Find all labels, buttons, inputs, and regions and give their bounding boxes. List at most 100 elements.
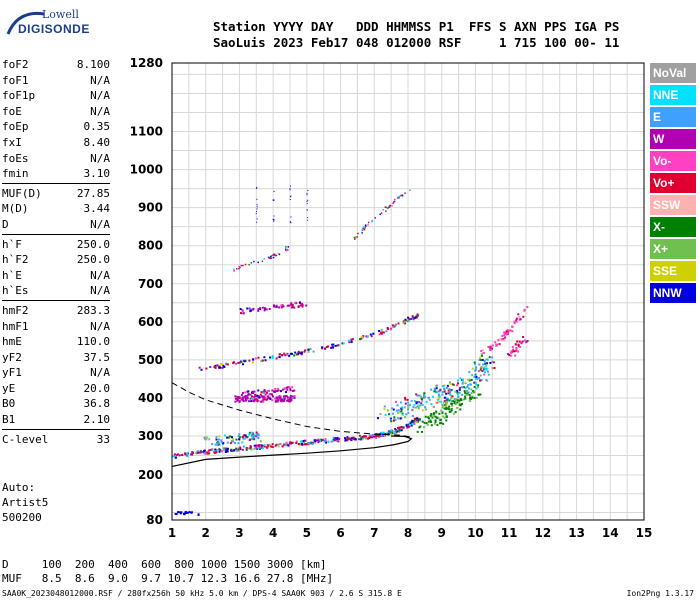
- param-row: MUF(D) 27.85: [2, 186, 110, 202]
- echo-point: [271, 443, 274, 446]
- echo-point: [337, 440, 340, 443]
- echo-point: [253, 260, 255, 263]
- echo-point: [475, 376, 478, 379]
- echo-point: [258, 447, 261, 450]
- echo-point: [267, 389, 270, 392]
- echo-point: [486, 367, 489, 370]
- echo-point: [517, 350, 520, 353]
- echo-point: [401, 194, 404, 197]
- echo-point: [514, 343, 517, 346]
- param-key: D: [2, 217, 9, 231]
- echo-point: [513, 350, 516, 353]
- echo-point: [483, 371, 486, 374]
- echo-point: [405, 425, 408, 428]
- echo-point: [490, 345, 493, 348]
- echo-point: [450, 397, 453, 400]
- echo-point: [404, 192, 406, 194]
- echo-point: [344, 437, 347, 440]
- echo-point: [448, 388, 451, 391]
- echo-point: [285, 249, 287, 252]
- echo-point: [242, 363, 245, 366]
- echo-point: [371, 220, 373, 223]
- echo-point: [393, 430, 396, 433]
- echo-point: [475, 387, 478, 390]
- echo-point: [471, 367, 474, 370]
- echo-point: [263, 389, 266, 392]
- echo-point: [250, 400, 253, 403]
- legend-item: SSW: [650, 195, 696, 215]
- echo-point: [350, 341, 353, 344]
- echo-point: [388, 430, 391, 433]
- echo-point: [407, 401, 410, 404]
- echo-point: [253, 390, 256, 393]
- echo-point: [245, 448, 248, 451]
- param-row: yF1 N/A: [2, 365, 110, 381]
- echo-point: [394, 418, 397, 421]
- echo-point: [481, 358, 484, 361]
- legend-item: X+: [650, 239, 696, 259]
- echo-point: [504, 331, 507, 334]
- param-value: N/A: [90, 104, 110, 118]
- echo-point: [324, 437, 327, 440]
- echo-point: [356, 236, 359, 238]
- echo-point: [278, 353, 281, 356]
- echo-point: [246, 436, 249, 439]
- echo-point: [327, 345, 330, 348]
- param-row: foF1p N/A: [2, 88, 110, 104]
- echo-point: [230, 448, 233, 451]
- echo-point: [254, 393, 257, 396]
- echo-point: [380, 431, 383, 434]
- echo-point: [374, 435, 377, 438]
- echo-point: [280, 390, 283, 393]
- echo-point: [257, 434, 260, 437]
- echo-point: [247, 393, 250, 396]
- echo-point: [440, 409, 443, 412]
- echo-point: [215, 438, 218, 441]
- echo-point: [441, 391, 444, 394]
- echo-point: [251, 431, 254, 434]
- echo-point: [421, 400, 424, 403]
- echo-point: [473, 390, 476, 393]
- echo-point: [502, 334, 505, 337]
- echo-point: [491, 356, 494, 359]
- echo-point: [511, 345, 514, 348]
- x-tick-label: 3: [235, 526, 243, 540]
- plot-frame: [171, 62, 645, 521]
- echo-point: [226, 363, 229, 366]
- echo-point: [425, 422, 428, 425]
- echo-point: [283, 352, 286, 355]
- param-row: B0 36.8: [2, 396, 110, 412]
- echo-point: [254, 446, 257, 449]
- echo-point: [447, 389, 450, 392]
- echo-point: [243, 360, 246, 363]
- echo-point: [503, 339, 506, 342]
- echo-point: [277, 252, 279, 255]
- param-row: foF1 N/A: [2, 73, 110, 89]
- param-row: D N/A: [2, 217, 110, 233]
- echo-point: [396, 404, 399, 407]
- echo-point: [178, 454, 181, 457]
- echo-point: [442, 422, 445, 425]
- echo-point: [473, 381, 476, 384]
- param-separator: [2, 299, 110, 301]
- echo-point: [359, 338, 362, 341]
- echo-point: [442, 415, 445, 418]
- y-tick-label: 800: [138, 239, 163, 253]
- echo-point: [487, 370, 490, 373]
- echo-point: [253, 444, 256, 447]
- echo-point: [291, 395, 294, 398]
- echo-point: [288, 398, 291, 401]
- echo-point: [291, 352, 294, 355]
- echo-point: [382, 208, 385, 211]
- echo-point: [269, 392, 272, 395]
- echo-point: [234, 441, 237, 444]
- echo-point: [257, 444, 260, 447]
- autoscaling-info: Auto: Artist5 500200: [2, 480, 48, 525]
- x-tick-label: 4: [269, 526, 277, 540]
- echo-point: [417, 404, 420, 407]
- echo-point: [404, 416, 407, 419]
- echo-point: [222, 441, 225, 444]
- echo-point: [470, 391, 473, 394]
- echo-point: [391, 324, 394, 327]
- echo-point: [275, 254, 278, 257]
